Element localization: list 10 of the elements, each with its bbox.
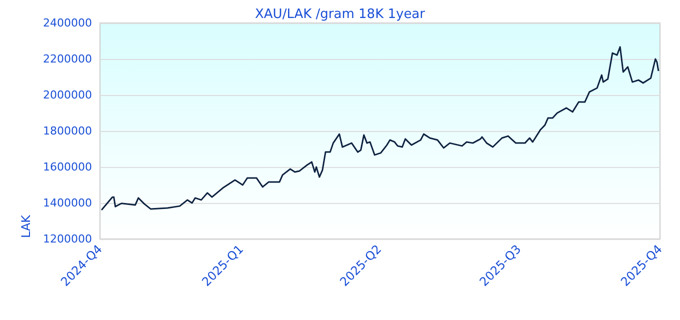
y-tick-label: 1600000: [43, 160, 92, 174]
y-tick-label: 2400000: [43, 16, 92, 30]
line-series: [100, 46, 660, 211]
y-tick-label: 1400000: [43, 196, 92, 210]
chart-title: XAU/LAK /gram 18K 1year: [255, 7, 426, 22]
y-tick-label: 1800000: [43, 124, 92, 138]
y-tick-label: 1200000: [43, 232, 92, 246]
y-tick-label: 2200000: [43, 52, 92, 66]
y-axis-title: LAK: [19, 214, 33, 238]
y-tick-label: 2000000: [43, 88, 92, 102]
